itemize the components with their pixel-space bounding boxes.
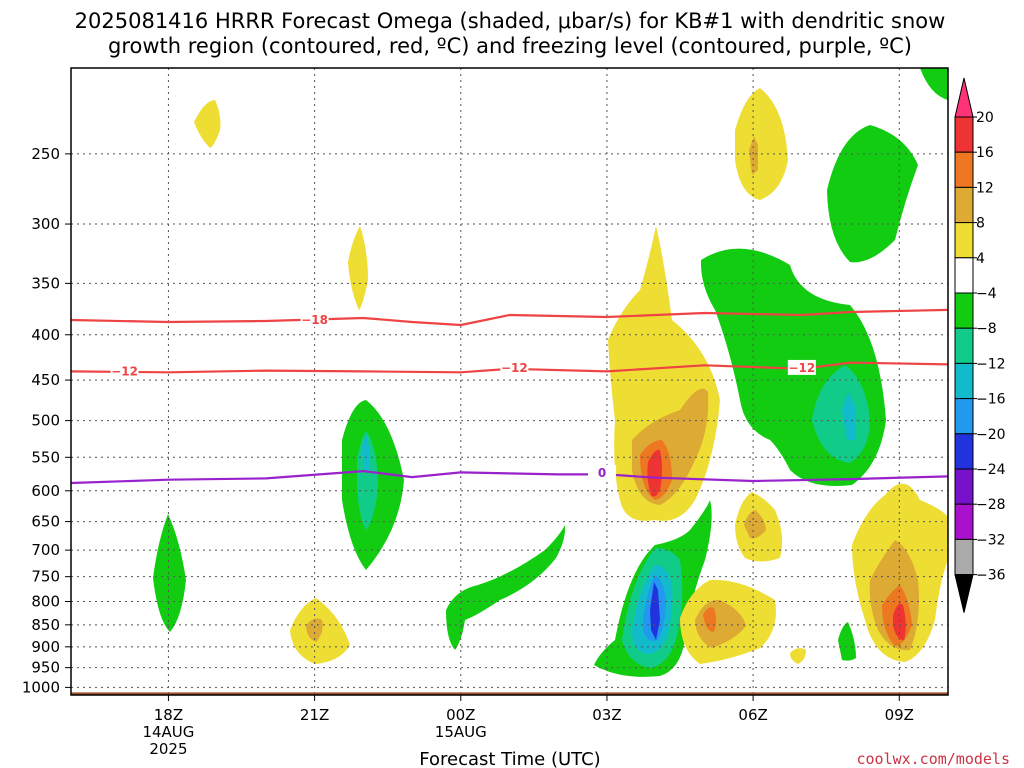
grid-lines — [71, 68, 948, 695]
colorbar-segment — [954, 116, 974, 153]
x-tick-label: 09Z — [885, 706, 914, 724]
omega-region — [842, 392, 856, 440]
isotherm-line — [71, 470, 948, 485]
omega-region — [446, 525, 566, 650]
isotherm-label: −12 — [111, 364, 138, 378]
colorbar-label: 16 — [976, 145, 994, 161]
omega-region — [194, 100, 221, 148]
colorbar-label: −28 — [976, 497, 1006, 513]
y-tick-label: 700 — [31, 541, 60, 559]
colorbar-segment — [954, 257, 974, 294]
credit-text: coolwx.com/models — [856, 750, 1010, 768]
omega-region — [735, 88, 788, 200]
y-axis: 250 300 350 400 450 500 550 600 650 700 750 800 850 9… — [22, 145, 71, 696]
x-tick-label: 00Z — [446, 706, 475, 724]
omega-region — [647, 449, 662, 497]
y-tick-label: 250 — [31, 145, 60, 163]
colorbar-label: −24 — [976, 462, 1006, 478]
plot-area: −18 −12 −12 −12 0 250 300 350 400 450 500 550 600 65… — [22, 67, 949, 758]
y-tick-label: 750 — [31, 568, 60, 586]
plot-frame — [70, 67, 949, 696]
omega-region — [306, 618, 323, 642]
colorbar-label: 20 — [976, 110, 994, 126]
omega-region — [838, 622, 856, 661]
omega-region — [744, 510, 766, 539]
omega-region — [703, 607, 716, 632]
y-tick-label: 600 — [31, 482, 60, 500]
x-axis-label: Forecast Time (UTC) — [419, 749, 600, 768]
omega-region — [920, 68, 948, 100]
omega-region — [361, 434, 369, 472]
y-tick-label: 550 — [31, 448, 60, 466]
y-tick-label: 1000 — [22, 678, 60, 696]
y-tick-label: 300 — [31, 215, 60, 233]
y-tick-label: 900 — [31, 638, 60, 656]
colorbar-label: −12 — [976, 356, 1006, 372]
y-tick-label: 500 — [31, 412, 60, 430]
x-tick-label: 06Z — [738, 706, 767, 724]
colorbar-label: −8 — [976, 321, 997, 337]
colorbar-segment — [954, 222, 974, 259]
x-tick-year: 2025 — [149, 740, 187, 758]
omega-region — [790, 648, 806, 664]
colorbar-label: −32 — [976, 532, 1006, 548]
y-tick-label: 350 — [31, 274, 60, 292]
colorbar-segment — [954, 538, 974, 576]
y-tick-label: 850 — [31, 616, 60, 634]
colorbar-segment — [954, 398, 974, 435]
colorbar-label: 4 — [976, 251, 985, 267]
omega-region — [650, 582, 660, 640]
colorbar-arrow-bottom — [954, 574, 974, 613]
x-tick-label: 18Z — [154, 706, 183, 724]
omega-shading — [153, 68, 948, 677]
isotherm-label-bg — [110, 363, 139, 379]
colorbar-segment — [954, 186, 974, 224]
colorbar-segment — [954, 362, 974, 400]
x-tick-label: 21Z — [300, 706, 329, 724]
isotherm-label-bg — [588, 465, 617, 481]
x-tick-date: 15AUG — [435, 723, 487, 741]
colorbar-segment — [954, 433, 974, 470]
y-tick-label: 650 — [31, 513, 60, 531]
isotherm-label-bg — [300, 312, 329, 328]
colorbar-segment — [954, 151, 974, 188]
colorbar-label: −36 — [976, 568, 1006, 584]
colorbar-label: 12 — [976, 180, 994, 196]
colorbar-arrow-top — [954, 77, 974, 118]
isotherm-line — [71, 308, 948, 327]
temperature-contours: −18 −12 −12 −12 0 — [71, 308, 948, 485]
omega-region — [153, 514, 186, 632]
colorbar: 20 16 12 8 4 −4 −8 −12 −16 −20 −24 −28 −32 −36 — [954, 77, 1006, 613]
colorbar-label: −16 — [976, 392, 1006, 408]
y-tick-label: 400 — [31, 326, 60, 344]
omega-region — [749, 136, 758, 175]
isotherm-label: −18 — [301, 313, 328, 327]
x-tick-label: 03Z — [592, 706, 621, 724]
isotherm-label: −12 — [788, 361, 815, 375]
isotherm-label: −12 — [501, 361, 528, 375]
x-tick-date: 14AUG — [142, 723, 194, 741]
colorbar-segment — [954, 468, 974, 505]
y-tick-label: 950 — [31, 659, 60, 677]
colorbar-segment — [954, 503, 974, 540]
ground-level — [71, 692, 948, 695]
omega-region — [812, 365, 870, 463]
chart-title-line1: 2025081416 HRRR Forecast Omega (shaded, … — [75, 9, 946, 33]
omega-region — [827, 125, 918, 263]
chart-title-line2: growth region (contoured, red, ºC) and f… — [108, 34, 912, 58]
colorbar-segment — [954, 327, 974, 364]
isotherm-label: 0 — [598, 466, 606, 480]
y-tick-label: 800 — [31, 593, 60, 611]
colorbar-segment — [954, 292, 974, 329]
isotherm-label-bg — [787, 359, 816, 375]
y-tick-label: 450 — [31, 371, 60, 389]
colorbar-label: −20 — [976, 427, 1006, 443]
colorbar-label: 8 — [976, 216, 985, 232]
isotherm-label-bg — [500, 359, 529, 375]
colorbar-label: −4 — [976, 286, 997, 302]
omega-region — [348, 226, 368, 310]
